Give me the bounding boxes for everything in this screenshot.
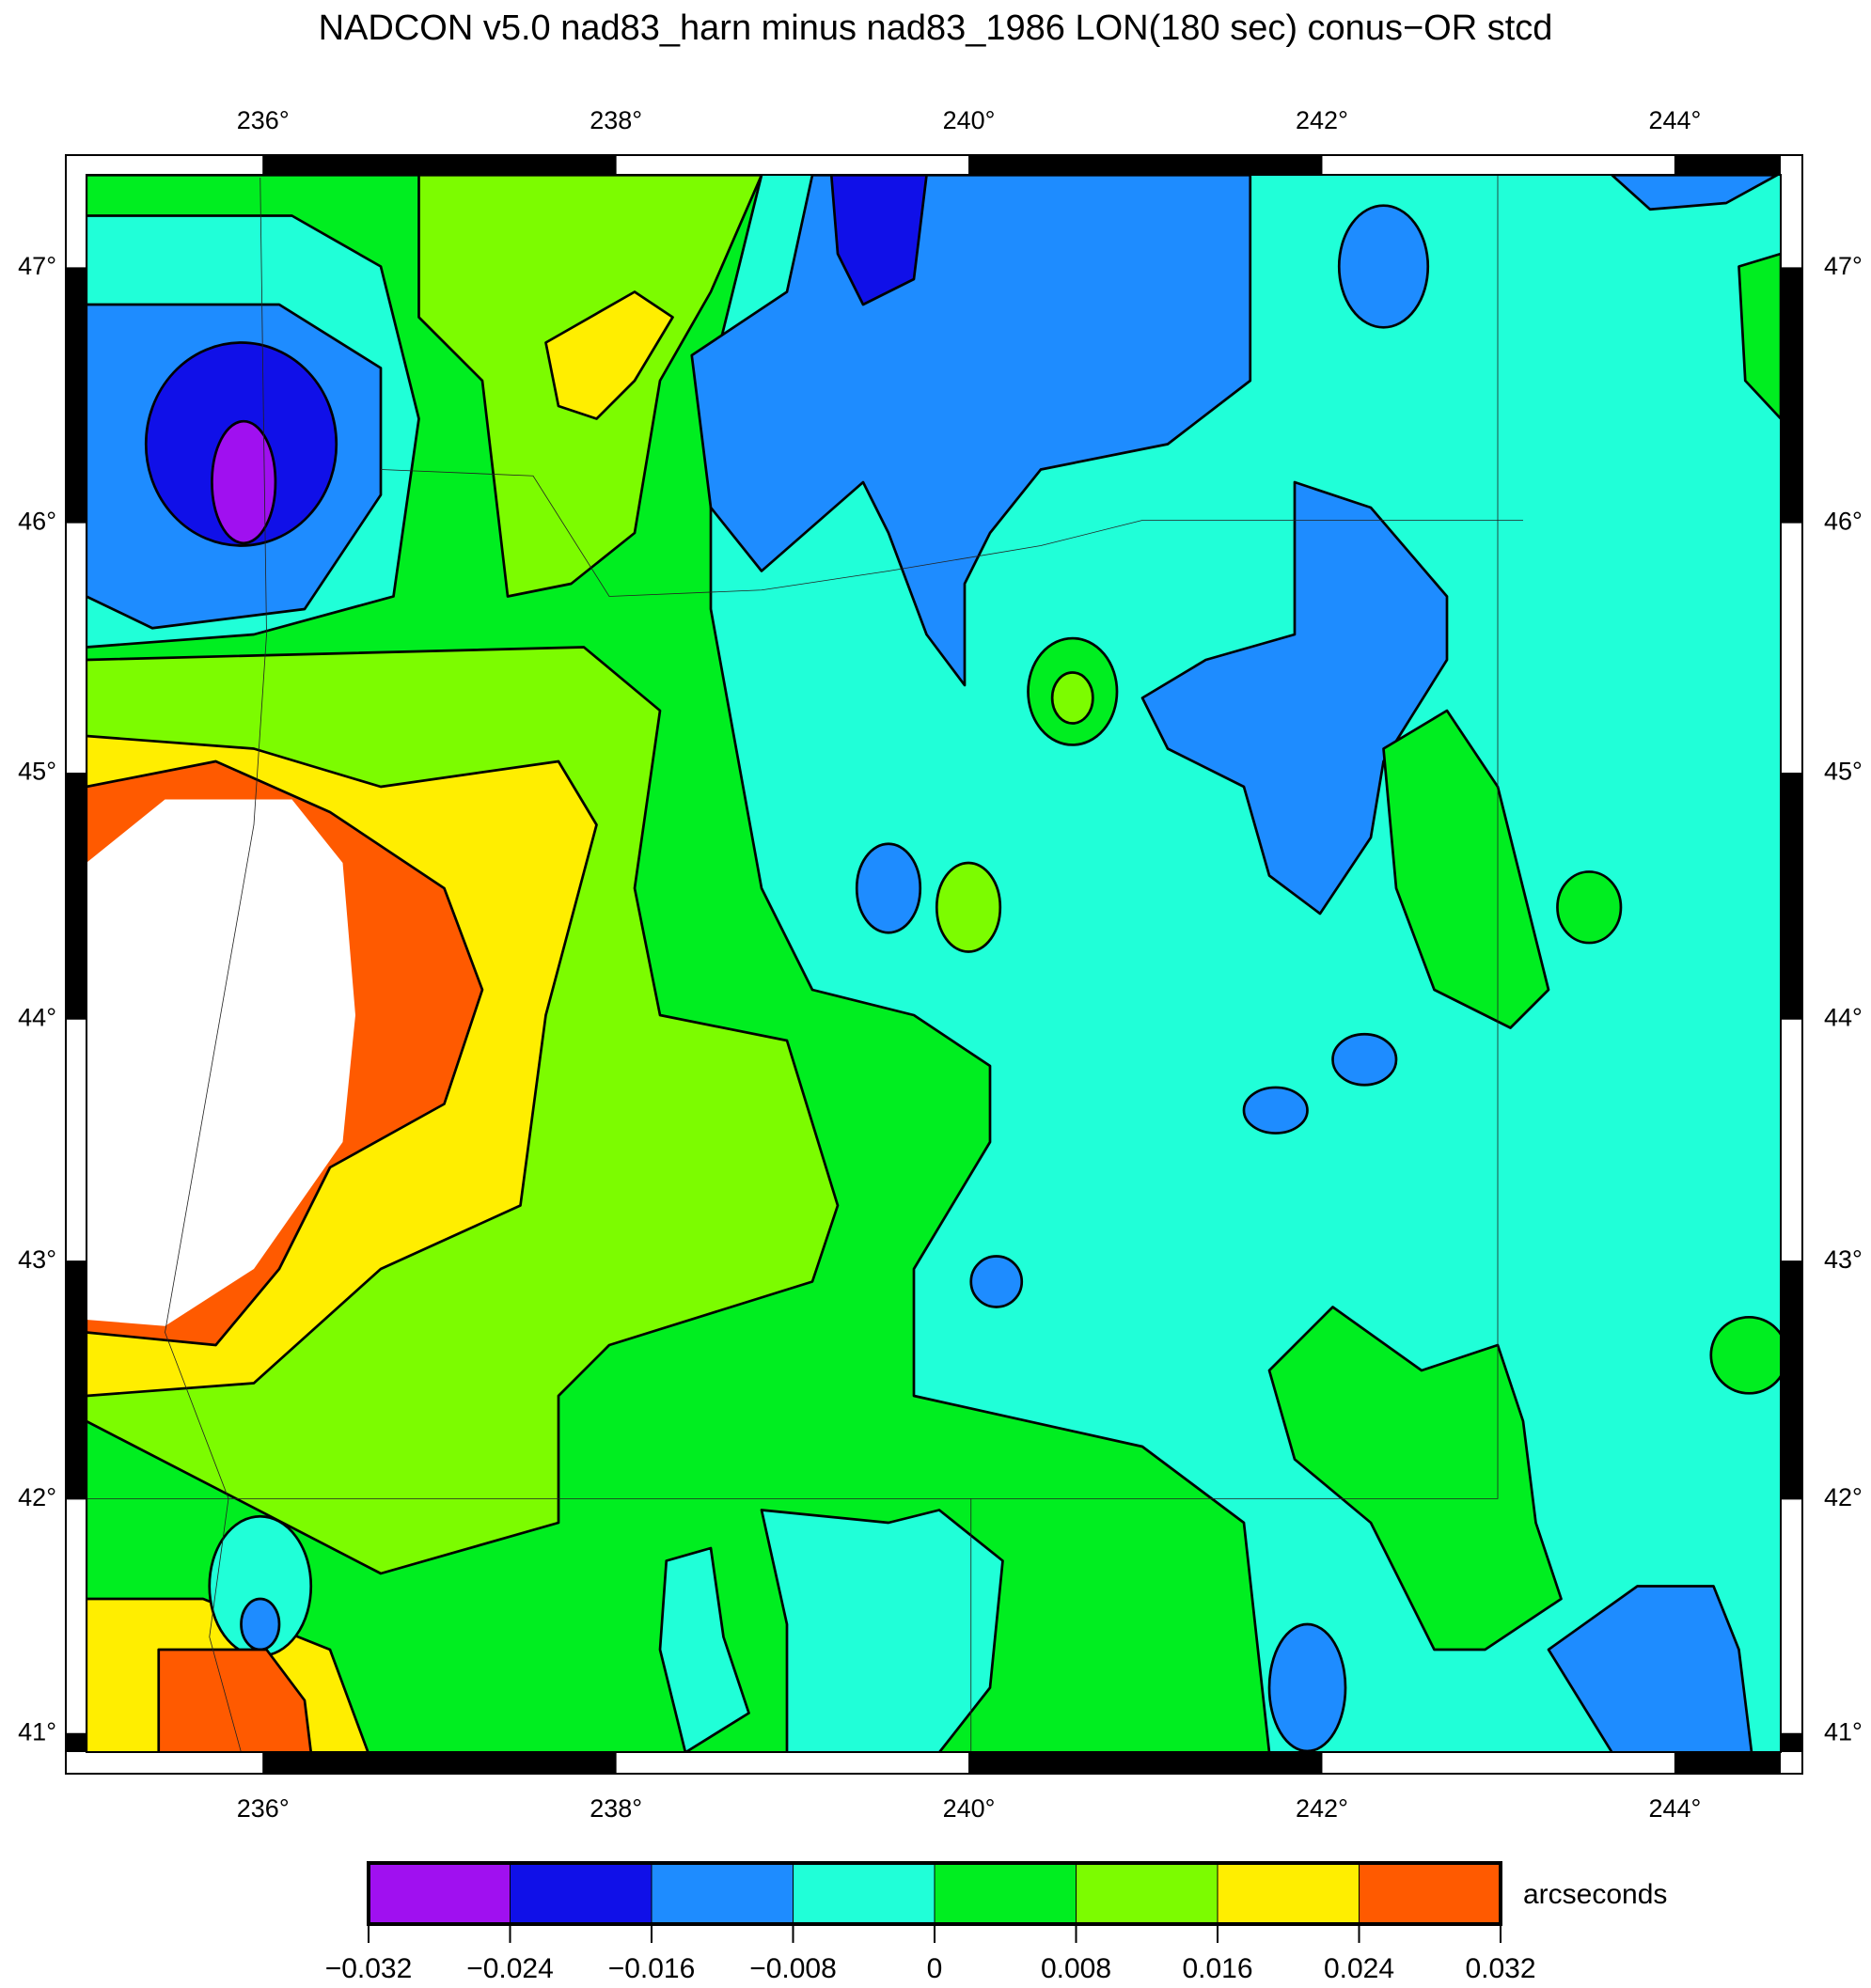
x-tick-label: 244° [1648, 106, 1701, 134]
colorbar-segment [1359, 1862, 1502, 1925]
colorbar-segment [793, 1862, 936, 1925]
frame-stripe [968, 155, 1322, 175]
y-tick-label: 41° [18, 1717, 56, 1745]
colorbar-tick-label: −0.032 [325, 1953, 413, 1984]
x-tick-label: 240° [943, 106, 996, 134]
y-tick-label: 42° [1824, 1483, 1863, 1511]
colorbar-tick-label: −0.016 [608, 1953, 696, 1984]
colorbar-segment [934, 1862, 1077, 1925]
x-tick-label: 236° [237, 106, 290, 134]
frame-stripe [1781, 267, 1802, 524]
y-tick-label: 45° [18, 758, 56, 786]
contour-map [86, 175, 1782, 1753]
y-tick-label: 47° [1824, 252, 1863, 280]
colorbar-segment [1076, 1862, 1219, 1925]
colorbar-tick-label: −0.008 [749, 1953, 837, 1984]
colorbar-tick-label: −0.024 [466, 1953, 554, 1984]
map-title: NADCON v5.0 nad83_harn minus nad83_1986 … [319, 8, 1553, 48]
x-tick-label: 236° [237, 1794, 290, 1823]
frame-stripe [968, 1752, 1322, 1774]
colorbar-tick-label: 0 [927, 1953, 943, 1984]
frame-stripe [1781, 1260, 1802, 1499]
colorbar-segment [510, 1862, 652, 1925]
frame-stripe [262, 1752, 617, 1774]
colorbar-segment [651, 1862, 794, 1925]
y-tick-label: 44° [1824, 1003, 1863, 1031]
y-tick-label: 45° [1824, 758, 1863, 786]
y-tick-label: 42° [18, 1483, 56, 1511]
frame-stripe [66, 267, 86, 524]
colorbar-segment [1217, 1862, 1360, 1925]
frame-stripe [1674, 1752, 1781, 1774]
colorbar-tick-label: 0.016 [1182, 1953, 1252, 1984]
y-tick-label: 43° [1824, 1245, 1863, 1274]
x-tick-label: 240° [943, 1794, 996, 1823]
frame-stripe [66, 773, 86, 1020]
frame-stripe [1781, 1733, 1802, 1752]
x-tick-label: 242° [1296, 1794, 1348, 1823]
x-tick-label: 238° [590, 1794, 642, 1823]
y-tick-label: 43° [18, 1245, 56, 1274]
x-tick-label: 242° [1296, 106, 1348, 134]
y-tick-label: 44° [18, 1003, 56, 1031]
colorbar-tick-label: 0.032 [1465, 1953, 1535, 1984]
x-tick-label: 238° [590, 106, 642, 134]
colorbar-tick-label: 0.008 [1041, 1953, 1111, 1984]
frame-stripe [1781, 773, 1802, 1020]
y-tick-label: 46° [1824, 507, 1863, 535]
y-tick-label: 47° [18, 252, 56, 280]
colorbar-tick-label: 0.024 [1324, 1953, 1394, 1984]
x-tick-label: 244° [1648, 1794, 1701, 1823]
colorbar-label: arcseconds [1523, 1879, 1667, 1910]
y-tick-label: 41° [1824, 1717, 1863, 1745]
y-tick-label: 46° [18, 507, 56, 535]
frame-stripe [262, 155, 617, 175]
frame-stripe [1674, 155, 1781, 175]
colorbar-segment [368, 1862, 511, 1925]
frame-stripe [66, 1260, 86, 1499]
frame-stripe [66, 1733, 86, 1752]
